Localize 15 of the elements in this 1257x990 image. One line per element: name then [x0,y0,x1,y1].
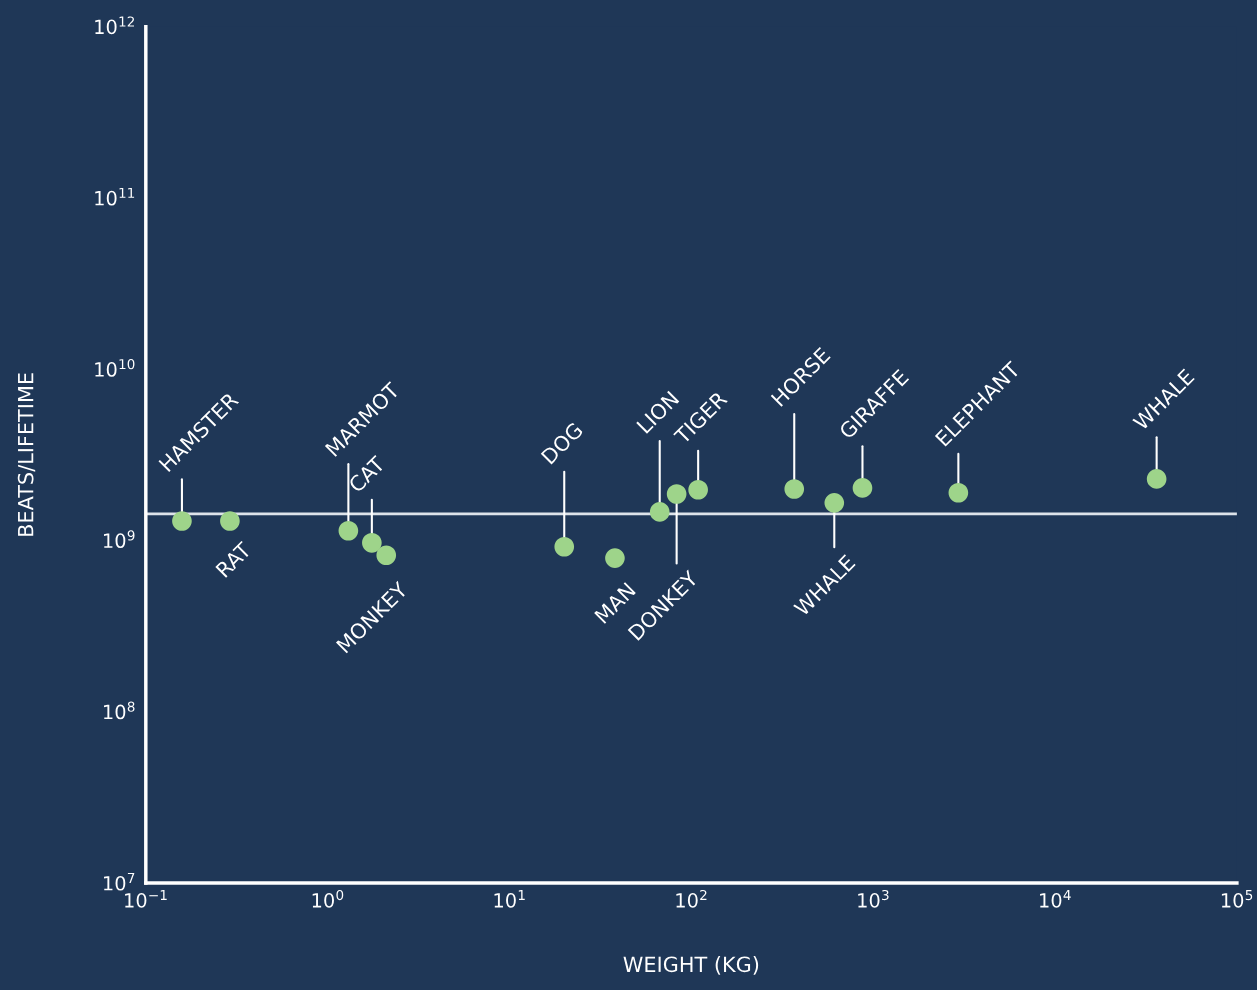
y-tick-label: 10$^{8}$ [104,701,135,720]
x-tick-label: 10$^{0}$ [312,889,344,908]
x-tick-label: 10$^{5}$ [1221,890,1253,908]
y-tick-label: 10$^{10}$ [95,358,135,377]
x-tick-label: 10$^{2}$ [676,889,707,908]
x-tick-label: 10$^{−1}$ [125,890,167,908]
y-tick-label: 10$^{7}$ [104,872,135,891]
x-tick-label: 10$^{1}$ [494,890,525,908]
x-tick-label: 10$^{4}$ [1040,890,1071,908]
x-axis-title: WEIGHT (KG) [623,956,759,975]
x-tick-label: 10$^{3}$ [858,889,889,908]
y-tick-label: 10$^{12}$ [95,16,134,35]
y-tick-label: 10$^{11}$ [95,187,135,206]
y-axis-title: BEATS/LIFETIME [17,373,36,536]
y-tick-label: 10$^{9}$ [104,530,135,549]
